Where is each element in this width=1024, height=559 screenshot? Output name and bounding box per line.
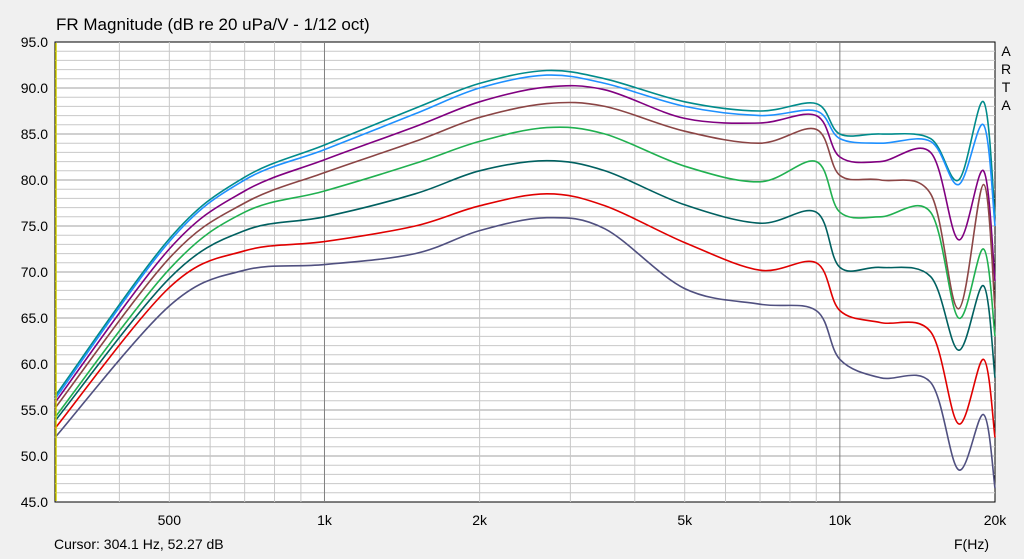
series-line-6: [54, 159, 996, 422]
y-tick-label: 95.0: [21, 34, 48, 50]
x-tick-label: 500: [158, 512, 182, 528]
y-tick-label: 55.0: [21, 402, 48, 418]
y-tick-label: 80.0: [21, 172, 48, 188]
y-tick-label: 85.0: [21, 126, 48, 142]
series-line-5: [54, 126, 996, 418]
series-line-2: [54, 74, 996, 400]
cursor-readout: Cursor: 304.1 Hz, 52.27 dB: [54, 536, 224, 552]
y-tick-label: 60.0: [21, 356, 48, 372]
brand-label: A R T A: [998, 42, 1014, 114]
x-tick-labels: 500 1k 2k 5k 10k 20k: [158, 512, 1008, 528]
brand-letter: A: [1001, 97, 1011, 113]
series-group: [54, 69, 996, 489]
grid-lines: [55, 42, 995, 502]
x-tick-label: 2k: [472, 512, 488, 528]
y-tick-label: 75.0: [21, 218, 48, 234]
y-tick-label: 50.0: [21, 448, 48, 464]
x-tick-label: 10k: [829, 512, 853, 528]
y-tick-label: 70.0: [21, 264, 48, 280]
x-tick-label: 5k: [677, 512, 693, 528]
y-tick-label: 65.0: [21, 310, 48, 326]
brand-letter: T: [1001, 79, 1011, 95]
x-axis-unit-label: F(Hz): [954, 536, 989, 552]
brand-letter: A: [1001, 43, 1011, 59]
series-line-8: [54, 216, 996, 489]
series-line-1: [54, 69, 996, 397]
y-tick-labels: 95.0 90.0 85.0 80.0 75.0 70.0 65.0 60.0 55.0 50.0…: [21, 34, 48, 510]
y-tick-label: 90.0: [21, 80, 48, 96]
series-line-3: [54, 84, 996, 404]
chart-title: FR Magnitude (dB re 20 uPa/V - 1/12 oct): [56, 15, 370, 34]
brand-letter: R: [1000, 61, 1012, 77]
x-tick-label: 1k: [317, 512, 333, 528]
series-line-4: [54, 101, 996, 409]
series-line-7: [54, 192, 996, 438]
y-tick-label: 45.0: [21, 494, 48, 510]
x-tick-label: 20k: [984, 512, 1008, 528]
